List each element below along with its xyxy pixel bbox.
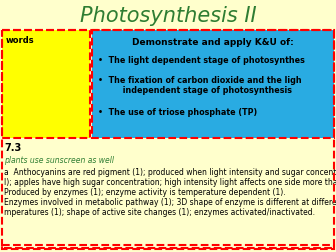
- Text: words: words: [6, 36, 35, 45]
- Text: Enzymes involved in metabolic pathway (1); 3D shape of enzyme is different at di: Enzymes involved in metabolic pathway (1…: [4, 198, 336, 207]
- Text: plants use sunscreen as well: plants use sunscreen as well: [4, 156, 114, 165]
- FancyBboxPatch shape: [92, 30, 334, 138]
- Text: mperatures (1); shape of active site changes (1); enzymes activated/inactivated.: mperatures (1); shape of active site cha…: [4, 208, 315, 217]
- FancyBboxPatch shape: [2, 30, 90, 138]
- Text: a  Anthocyanins are red pigment (1); produced when light intensity and sugar con: a Anthocyanins are red pigment (1); prod…: [4, 168, 336, 177]
- Text: l); apples have high sugar concentration; high intensity light affects one side : l); apples have high sugar concentration…: [4, 178, 336, 187]
- Text: Produced by enzymes (1); enzyme activity is temperature dependent (1).: Produced by enzymes (1); enzyme activity…: [4, 188, 286, 197]
- Text: Demonstrate and apply K&U of:: Demonstrate and apply K&U of:: [132, 38, 294, 47]
- Text: Photosynthesis II: Photosynthesis II: [80, 6, 256, 26]
- Text: •  The use of triose phosphate (TP): • The use of triose phosphate (TP): [98, 108, 257, 117]
- Text: 7.3: 7.3: [4, 143, 21, 153]
- Text: •  The light dependent stage of photosynthes: • The light dependent stage of photosynt…: [98, 56, 305, 65]
- Text: •  The fixation of carbon dioxide and the ligh
         independent stage of pho: • The fixation of carbon dioxide and the…: [98, 76, 302, 96]
